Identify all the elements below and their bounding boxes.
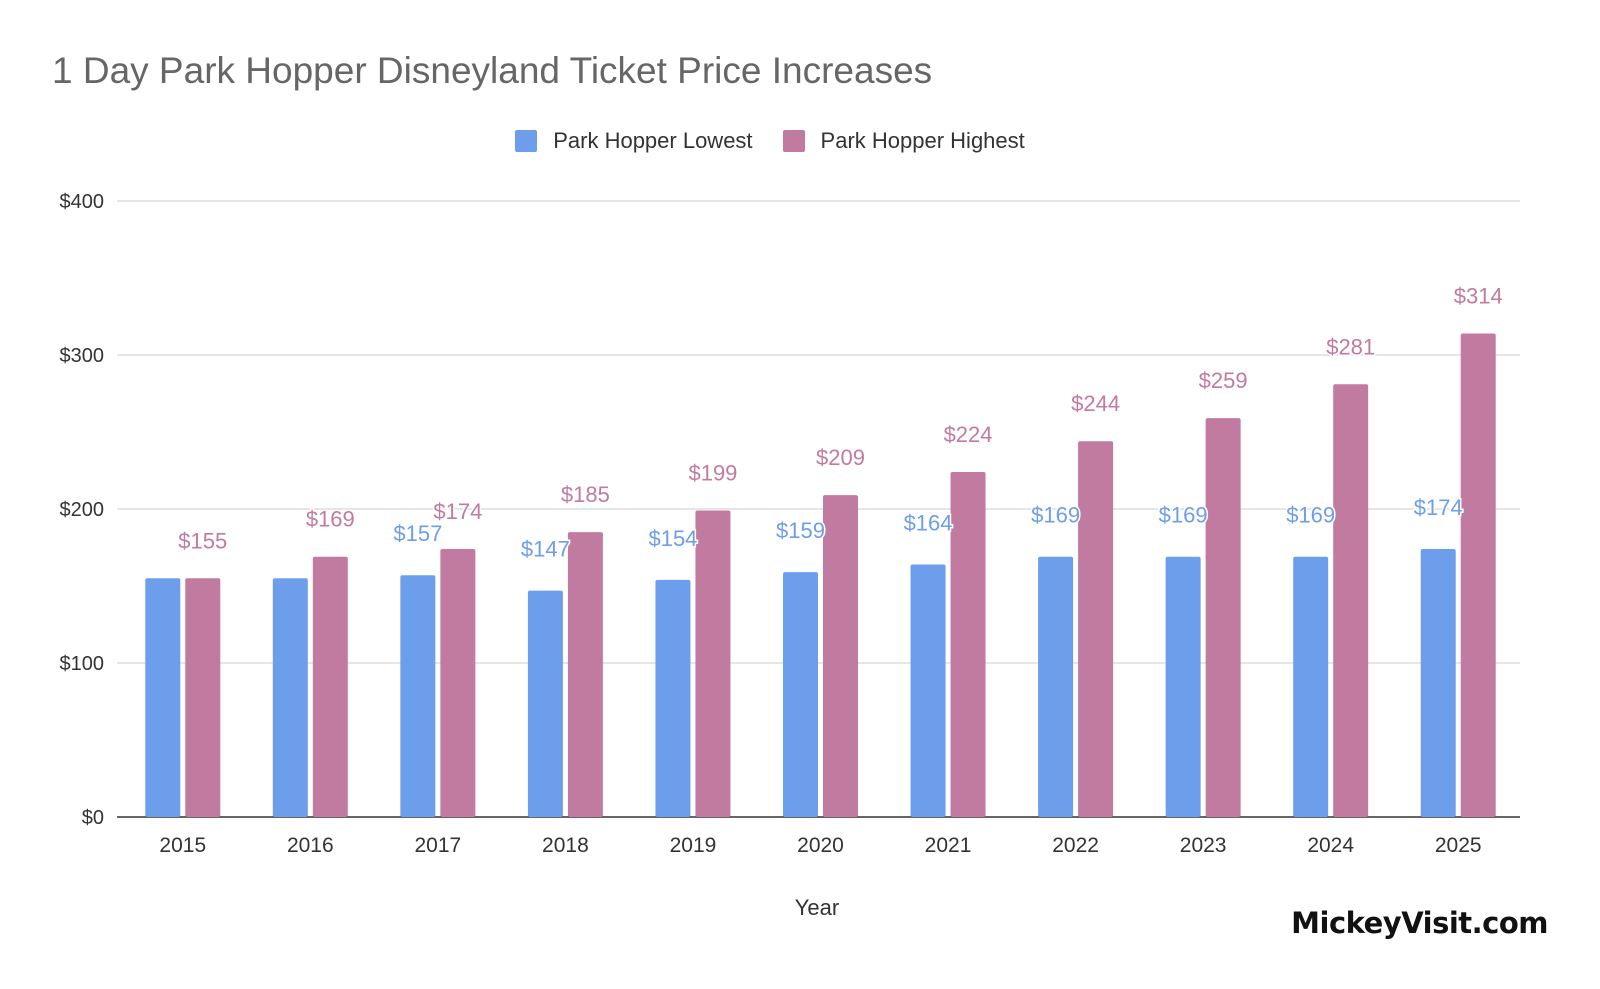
- bar-highest: [695, 510, 731, 817]
- legend-swatch-lowest: [515, 130, 538, 152]
- data-labels: $155$169$157$174$147$185$154$199$159$209…: [177, 282, 1504, 563]
- bar-lowest: [655, 579, 691, 817]
- x-tick-label: 2020: [797, 834, 844, 857]
- bar-lowest: [1165, 556, 1201, 817]
- x-axis-label: Year: [795, 895, 839, 920]
- x-tick-label: 2023: [1180, 834, 1227, 857]
- x-tick-label: 2021: [925, 834, 972, 857]
- y-tick-label: $100: [60, 653, 105, 675]
- data-label-lowest: $154: [648, 526, 697, 551]
- y-tick-label: $400: [60, 191, 105, 213]
- x-tick-label: 2019: [670, 834, 717, 857]
- bar-highest: [1205, 418, 1241, 817]
- chart-title: 1 Day Park Hopper Disneyland Ticket Pric…: [52, 50, 933, 91]
- data-label-highest: $174: [433, 499, 482, 524]
- data-label-lowest: $169: [1286, 503, 1335, 528]
- data-label-lowest: $157: [393, 521, 442, 546]
- x-tick-label: 2022: [1052, 834, 1099, 857]
- data-label-lowest: $169: [1159, 503, 1208, 528]
- data-label-lowest: $174: [1414, 495, 1463, 520]
- data-label-highest: $185: [561, 482, 610, 507]
- bar-lowest: [1038, 556, 1074, 817]
- bar-highest: [312, 556, 348, 817]
- legend-label-highest: Park Hopper Highest: [820, 128, 1025, 153]
- data-label-highest: $169: [306, 507, 355, 532]
- bar-lowest: [910, 564, 946, 817]
- bar-highest: [185, 578, 221, 817]
- bar-lowest: [145, 578, 181, 817]
- bar-highest: [1333, 384, 1369, 817]
- data-label-highest: $259: [1199, 368, 1248, 393]
- bar-lowest: [1293, 556, 1329, 817]
- data-label-lowest: $147: [521, 537, 570, 562]
- bar-highest: [950, 472, 986, 817]
- x-tick-label: 2016: [287, 834, 334, 857]
- data-label-highest: $224: [944, 422, 993, 447]
- bar-lowest: [400, 575, 436, 817]
- data-label-highest: $209: [816, 445, 865, 470]
- legend: Park Hopper Lowest Park Hopper Highest: [0, 128, 1570, 154]
- x-tick-label: 2015: [159, 834, 206, 857]
- x-tick-label: 2017: [415, 834, 462, 857]
- data-label-highest: $155: [178, 528, 227, 553]
- data-label-highest: $199: [688, 461, 737, 486]
- data-label-lowest: $164: [904, 510, 953, 535]
- y-tick-label: $0: [82, 807, 104, 829]
- bars: [145, 333, 1496, 817]
- bar-highest: [1078, 441, 1114, 817]
- bar-highest: [1460, 333, 1496, 817]
- gridlines: [117, 200, 1520, 818]
- x-tick-label: 2024: [1307, 834, 1354, 857]
- bar-lowest: [527, 590, 563, 817]
- legend-label-lowest: Park Hopper Lowest: [553, 128, 753, 153]
- x-axis-ticks: 2015 2016 2017 2018 2019 2020 2021 2022 2023 2024…: [159, 834, 1481, 857]
- data-label-highest: $244: [1071, 391, 1120, 416]
- data-label-lowest: $169: [1031, 503, 1080, 528]
- legend-swatch-highest: [782, 130, 805, 152]
- bar-highest: [823, 495, 858, 817]
- bar-lowest: [272, 578, 308, 817]
- bar-lowest: [783, 572, 818, 817]
- bar-highest: [567, 532, 603, 817]
- bar-lowest: [1420, 549, 1456, 817]
- bar-highest: [440, 549, 476, 817]
- x-tick-label: 2018: [542, 834, 589, 857]
- y-axis-ticks: $0 $100 $200 $300 $400: [60, 191, 105, 829]
- y-tick-label: $200: [60, 499, 105, 521]
- x-tick-label: 2025: [1435, 834, 1482, 857]
- data-label-highest: $281: [1326, 334, 1375, 359]
- legend-item-lowest[interactable]: Park Hopper Lowest: [515, 128, 753, 154]
- data-label-lowest: $159: [776, 518, 825, 543]
- watermark: MickeyVisit.com: [1291, 906, 1548, 940]
- legend-item-highest[interactable]: Park Hopper Highest: [782, 128, 1025, 154]
- data-label-highest: $314: [1454, 283, 1503, 308]
- y-tick-label: $300: [60, 345, 105, 367]
